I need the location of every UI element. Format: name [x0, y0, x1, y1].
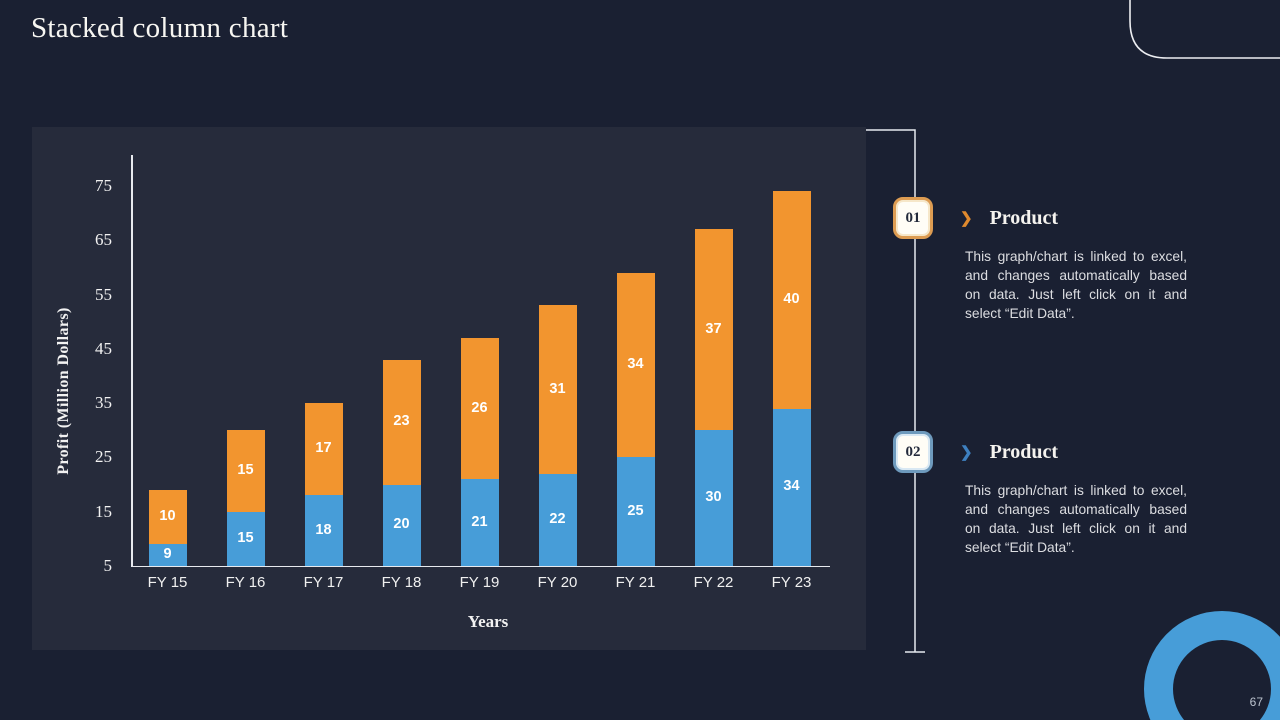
bar-value-label: 34 — [783, 478, 800, 495]
callout-description: This graph/chart is linked to excel, and… — [965, 483, 1187, 555]
bar-value-label: 31 — [549, 380, 566, 397]
bar-segment-bottom — [148, 544, 187, 566]
x-category-label: FY 18 — [381, 574, 422, 591]
x-category-label: FY 20 — [537, 574, 578, 591]
bar-value-label: 18 — [315, 521, 332, 538]
bar-value-label: 25 — [627, 502, 644, 519]
callout-title: Product — [989, 440, 1059, 463]
bar-value-label: 17 — [315, 440, 332, 457]
y-tick-label: 35 — [95, 393, 112, 413]
bar-segment-bottom — [538, 473, 577, 566]
bar-segment-top — [304, 403, 343, 496]
chevron-right-icon: ❯ — [960, 209, 973, 227]
bar-segment-bottom — [382, 484, 421, 566]
bar-segment-top — [460, 337, 499, 480]
y-tick-label: 25 — [95, 447, 112, 467]
bar-segment-bottom — [304, 495, 343, 566]
bar-value-label: 9 — [163, 546, 172, 563]
y-tick-label: 65 — [95, 230, 112, 250]
x-category-label: FY 15 — [147, 574, 188, 591]
bar-value-label: 15 — [237, 461, 254, 478]
corner-line-decoration — [1129, 0, 1280, 59]
bar-value-label: 23 — [393, 413, 410, 430]
bar-segment-top — [694, 229, 733, 431]
x-axis-title: Years — [467, 612, 509, 631]
page-title: Stacked column chart — [31, 12, 289, 44]
bar-segment-bottom — [616, 457, 655, 566]
number-badge-01: 01 — [893, 197, 933, 239]
bar-value-label: 22 — [549, 510, 566, 527]
bar-segment-bottom — [772, 408, 811, 566]
bar-segment-bottom — [694, 430, 733, 566]
number-badge-02: 02 — [893, 431, 933, 473]
bar-value-label: 40 — [783, 290, 800, 307]
page-number: 67 — [1249, 695, 1263, 709]
bar-segment-top — [772, 191, 811, 409]
y-tick-label: 5 — [103, 556, 113, 575]
bar-value-label: 30 — [705, 489, 722, 506]
y-tick-label: 75 — [95, 175, 112, 195]
bar-value-label: 21 — [471, 513, 488, 530]
bar-value-label: 15 — [237, 529, 254, 546]
chart-panel: Profit (Million Dollars) Years 5 15 25 35 45… — [32, 127, 866, 650]
bar-segment-top — [382, 359, 421, 485]
bar-value-label: 34 — [627, 356, 644, 373]
bar-segment-top — [148, 489, 187, 545]
x-category-label: FY 19 — [459, 574, 500, 591]
y-tick-label: 15 — [95, 501, 112, 521]
x-category-label: FY 22 — [693, 574, 734, 591]
x-category-label: FY 17 — [303, 574, 344, 591]
bar-segment-bottom — [460, 479, 499, 566]
callout-title: Product — [989, 206, 1059, 229]
y-tick-label: 45 — [95, 338, 112, 358]
callout-01: 01 ❯ Product This graph/chart is linked … — [893, 197, 1195, 323]
bar-value-label: 26 — [471, 399, 488, 416]
callout-description: This graph/chart is linked to excel, and… — [965, 249, 1187, 321]
x-category-label: FY 23 — [771, 574, 812, 591]
stacked-column-chart: Profit (Million Dollars) Years 5 15 25 35 45… — [32, 127, 866, 650]
y-axis-line — [131, 155, 133, 566]
y-tick-label: 55 — [95, 284, 112, 304]
x-axis-line — [131, 565, 830, 567]
x-category-label: FY 16 — [225, 574, 266, 591]
bar-segment-top — [616, 272, 655, 458]
chevron-right-icon: ❯ — [960, 443, 973, 461]
bar-value-label: 20 — [393, 516, 410, 533]
callout-02: 02 ❯ Product This graph/chart is linked … — [893, 431, 1195, 557]
bar-segment-top — [538, 305, 577, 474]
bar-value-label: 37 — [705, 320, 722, 337]
x-category-label: FY 21 — [615, 574, 656, 591]
bar-segment-bottom — [226, 511, 265, 566]
bar-segment-top — [226, 430, 265, 512]
bar-value-label: 10 — [159, 508, 176, 525]
